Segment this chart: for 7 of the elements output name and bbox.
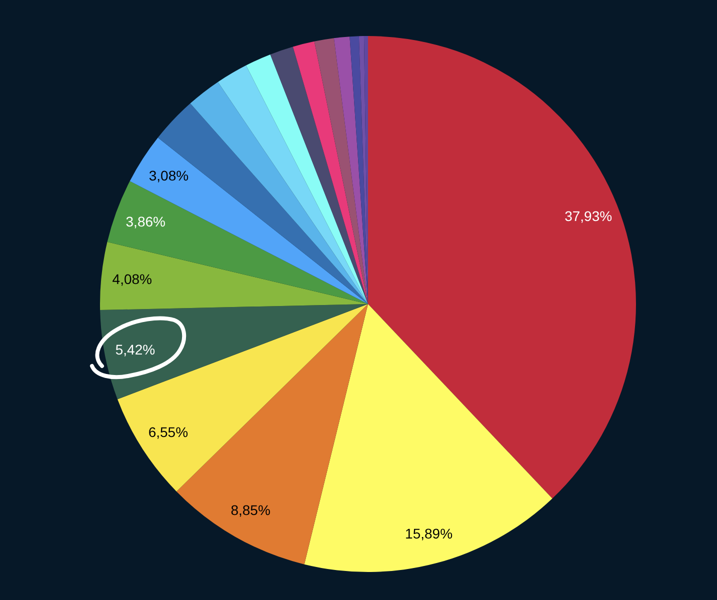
data-label: 37,93% — [564, 208, 612, 224]
data-label: 3,86% — [126, 214, 166, 230]
data-label: 4,08% — [112, 271, 152, 288]
data-label: 3,08% — [148, 167, 189, 184]
data-label: 6,55% — [148, 424, 188, 440]
data-label: 15,89% — [405, 525, 453, 542]
data-label: 8,85% — [230, 502, 270, 518]
